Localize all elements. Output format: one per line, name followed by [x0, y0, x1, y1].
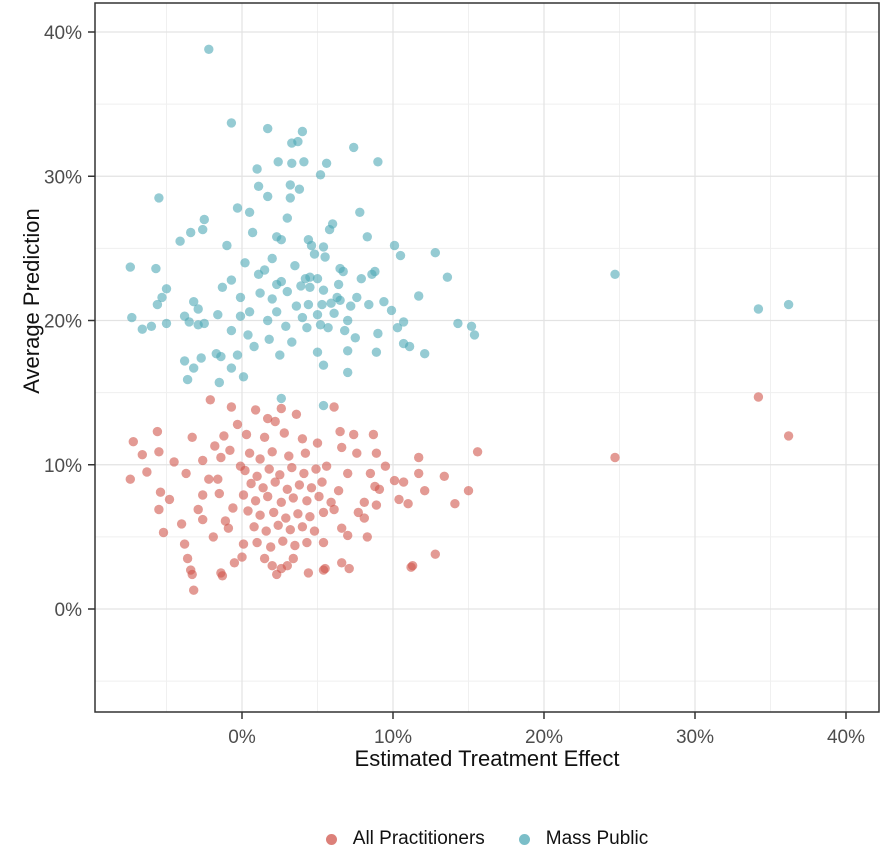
legend-item-label: All Practitioners [352, 828, 485, 849]
svg-text:20%: 20% [525, 727, 563, 748]
y-axis-title: Average Prediction [19, 208, 44, 394]
svg-text:40%: 40% [44, 23, 82, 44]
legend-item-all-practitioners: All Practitioners [325, 828, 485, 850]
svg-text:40%: 40% [827, 727, 865, 748]
legend: All Practitioners Mass Public [95, 828, 879, 850]
svg-text:0%: 0% [228, 727, 256, 748]
svg-text:10%: 10% [44, 456, 82, 477]
all-practitioners-dot-icon [325, 833, 337, 845]
mass-public-dot-icon [518, 833, 530, 845]
x-axis-title: Estimated Treatment Effect [354, 746, 620, 771]
legend-item-mass-public: Mass Public [518, 828, 649, 850]
svg-text:30%: 30% [44, 167, 82, 188]
svg-text:20%: 20% [44, 312, 82, 333]
scatter-plot-canvas: 0% 10% 20% 30% 40% 0% 10% 20% 30% 40% [44, 2, 880, 748]
legend-item-label: Mass Public [545, 828, 649, 849]
svg-text:0%: 0% [55, 600, 83, 621]
svg-text:30%: 30% [676, 727, 714, 748]
svg-text:10%: 10% [374, 727, 412, 748]
